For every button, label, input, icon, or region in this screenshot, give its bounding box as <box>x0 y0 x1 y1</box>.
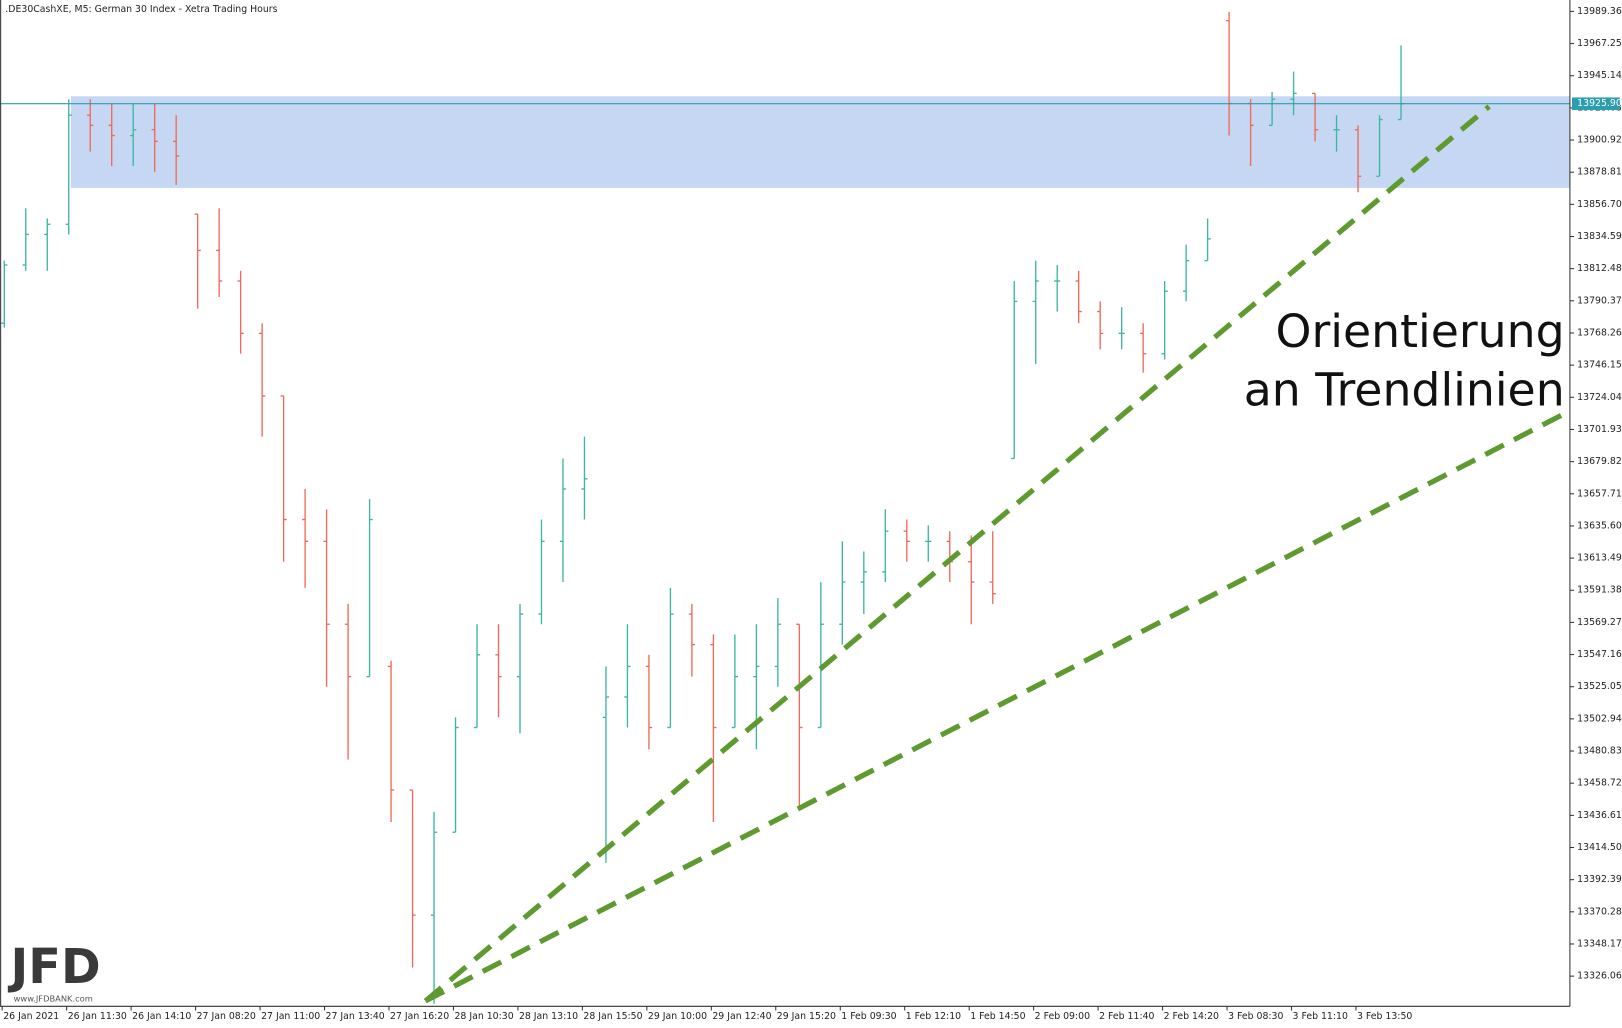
y-tick-label: 13502.94 <box>1577 713 1622 724</box>
x-tick-label: 2 Feb 09:00 <box>1035 1011 1090 1022</box>
y-tick-label: 13547.16 <box>1577 649 1622 660</box>
y-tick-label: 13878.81 <box>1577 167 1622 178</box>
x-tick-label: 27 Jan 16:20 <box>390 1011 449 1022</box>
x-tick-label: 3 Feb 13:50 <box>1357 1011 1412 1022</box>
y-tick-label: 13701.93 <box>1577 424 1622 435</box>
y-tick-label: 13525.05 <box>1577 681 1622 692</box>
x-tick-label: 1 Feb 09:30 <box>841 1011 896 1022</box>
y-tick-label: 13392.39 <box>1577 874 1622 885</box>
y-tick-label: 13945.14 <box>1577 70 1622 81</box>
lines-layer <box>0 103 1572 1004</box>
annotation: an Trendlinien <box>1244 363 1565 416</box>
y-tick-label: 13348.17 <box>1577 938 1622 949</box>
x-tick-label: 29 Jan 15:20 <box>777 1011 836 1022</box>
x-tick-label: 28 Jan 10:30 <box>454 1011 513 1022</box>
x-tick-label: 3 Feb 08:30 <box>1228 1011 1283 1022</box>
x-tick-label: 1 Feb 12:10 <box>906 1011 961 1022</box>
y-tick-label: 13900.92 <box>1577 135 1622 146</box>
current-price-box <box>1571 97 1620 110</box>
logo: JFD <box>8 940 101 995</box>
x-tick-label: 28 Jan 15:50 <box>583 1011 642 1022</box>
x-tick-label: 28 Jan 13:10 <box>519 1011 578 1022</box>
y-tick-label: 13458.72 <box>1577 778 1622 789</box>
x-tick-label: 2 Feb 11:40 <box>1099 1011 1154 1022</box>
y-tick-label: 13768.26 <box>1577 327 1622 338</box>
annotation: Orientierung <box>1275 305 1564 358</box>
y-tick-label: 13613.49 <box>1577 553 1622 564</box>
x-tick-label: 2 Feb 14:20 <box>1164 1011 1219 1022</box>
y-tick-label: 13856.70 <box>1577 199 1622 210</box>
zone-layer <box>70 96 1570 188</box>
y-tick-label: 13746.15 <box>1577 360 1622 371</box>
y-tick-label: 13812.48 <box>1577 263 1622 274</box>
x-tick-label: 29 Jan 12:40 <box>712 1011 771 1022</box>
y-tick-label: 13591.38 <box>1577 585 1622 596</box>
y-tick-label: 13480.83 <box>1577 746 1622 757</box>
chart-title: .DE30CashXE, M5: German 30 Index - Xetra… <box>5 4 277 15</box>
x-tick-label: 3 Feb 11:10 <box>1293 1011 1348 1022</box>
y-tick-label: 13414.50 <box>1577 842 1622 853</box>
trendline <box>423 104 1491 1003</box>
x-tick-label: 1 Feb 14:50 <box>970 1011 1025 1022</box>
current-price-label: 13925.90 <box>1577 98 1622 109</box>
y-tick-label: 13967.25 <box>1577 38 1622 49</box>
x-tick-label: 26 Jan 11:30 <box>68 1011 127 1022</box>
y-tick-label: 13989.36 <box>1577 6 1622 17</box>
x-tick-label: 26 Jan 14:10 <box>132 1011 191 1022</box>
y-tick-label: 13834.59 <box>1577 231 1622 242</box>
x-tick-label: 26 Jan 2021 <box>3 1011 59 1022</box>
y-tick-label: 13657.71 <box>1577 488 1622 499</box>
y-tick-label: 13724.04 <box>1577 392 1622 403</box>
zone <box>70 96 1570 188</box>
bars-layer <box>1 11 1405 1004</box>
logo-url: www.JFDBANK.com <box>14 994 93 1004</box>
trendline <box>424 408 1572 1004</box>
y-tick-label: 13370.28 <box>1577 906 1622 917</box>
y-tick-label: 13790.37 <box>1577 295 1622 306</box>
y-tick-label: 13436.61 <box>1577 810 1622 821</box>
y-tick-label: 13326.06 <box>1577 971 1622 982</box>
y-tick-label: 13635.60 <box>1577 520 1622 531</box>
x-tick-label: 27 Jan 08:20 <box>197 1011 256 1022</box>
x-tick-label: 27 Jan 13:40 <box>326 1011 385 1022</box>
y-tick-label: 13679.82 <box>1577 456 1622 467</box>
x-tick-label: 27 Jan 11:00 <box>261 1011 320 1022</box>
x-tick-label: 29 Jan 10:00 <box>648 1011 707 1022</box>
y-tick-label: 13569.27 <box>1577 617 1622 628</box>
